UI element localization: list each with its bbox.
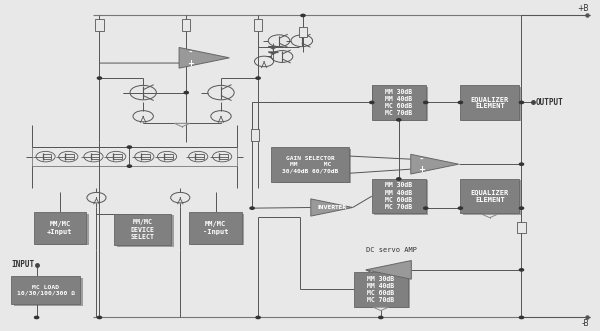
Circle shape bbox=[250, 207, 254, 209]
Text: -B: -B bbox=[581, 319, 589, 328]
Circle shape bbox=[256, 316, 260, 319]
Text: MM/MC
+Input: MM/MC +Input bbox=[47, 221, 73, 235]
Bar bbox=[11, 276, 80, 304]
Text: MM 30dB
MM 40dB
MC 60dB
MC 70dB: MM 30dB MM 40dB MC 60dB MC 70dB bbox=[385, 89, 412, 117]
Text: MM 30dB
MM 40dB
MC 60dB
MC 70dB: MM 30dB MM 40dB MC 60dB MC 70dB bbox=[385, 182, 412, 210]
Bar bbox=[460, 179, 519, 213]
Text: +B: +B bbox=[578, 4, 589, 13]
Circle shape bbox=[520, 163, 524, 165]
Bar bbox=[517, 222, 526, 233]
Bar bbox=[274, 149, 352, 183]
Circle shape bbox=[97, 77, 101, 79]
Text: DC servo AMP: DC servo AMP bbox=[366, 248, 417, 254]
Polygon shape bbox=[373, 307, 389, 310]
Bar bbox=[189, 213, 242, 244]
Circle shape bbox=[458, 101, 463, 104]
Text: -: - bbox=[188, 48, 192, 57]
Bar bbox=[191, 214, 244, 245]
Text: MM/MC
DEVICE
SELECT: MM/MC DEVICE SELECT bbox=[131, 219, 155, 240]
Bar bbox=[95, 19, 104, 30]
Polygon shape bbox=[268, 46, 278, 49]
Bar bbox=[251, 129, 259, 141]
Circle shape bbox=[520, 207, 524, 209]
Bar bbox=[463, 180, 521, 215]
Bar bbox=[32, 147, 237, 166]
Circle shape bbox=[424, 207, 428, 209]
Text: MM 30dB
MM 40dB
MC 60dB
MC 70dB: MM 30dB MM 40dB MC 60dB MC 70dB bbox=[367, 275, 394, 303]
Bar bbox=[254, 19, 262, 30]
Text: +: + bbox=[187, 59, 194, 68]
Circle shape bbox=[35, 316, 39, 319]
Bar bbox=[374, 180, 428, 215]
Circle shape bbox=[397, 178, 401, 180]
Bar bbox=[372, 179, 426, 213]
Circle shape bbox=[127, 165, 131, 167]
Text: EQUALIZER
ELEMENT: EQUALIZER ELEMENT bbox=[470, 96, 509, 109]
Circle shape bbox=[97, 316, 101, 319]
Circle shape bbox=[520, 101, 524, 104]
Bar bbox=[354, 272, 408, 307]
Circle shape bbox=[127, 146, 131, 148]
Bar bbox=[117, 215, 173, 247]
Circle shape bbox=[424, 101, 428, 104]
Polygon shape bbox=[268, 52, 278, 55]
Polygon shape bbox=[482, 214, 497, 218]
Bar bbox=[115, 214, 171, 245]
Circle shape bbox=[379, 316, 383, 319]
Text: INPUT: INPUT bbox=[11, 260, 35, 269]
Polygon shape bbox=[411, 154, 458, 174]
Polygon shape bbox=[311, 199, 353, 216]
Bar bbox=[34, 213, 86, 244]
Bar bbox=[356, 273, 410, 308]
Circle shape bbox=[458, 207, 463, 209]
Polygon shape bbox=[366, 260, 412, 279]
Text: MM/MC
-Input: MM/MC -Input bbox=[203, 221, 229, 235]
Bar bbox=[460, 85, 519, 120]
Text: MC LOAD
10/30/100/300 Ω: MC LOAD 10/30/100/300 Ω bbox=[17, 285, 75, 296]
Text: +: + bbox=[418, 165, 425, 174]
Circle shape bbox=[520, 316, 524, 319]
Bar bbox=[271, 147, 349, 182]
Circle shape bbox=[301, 14, 305, 17]
Polygon shape bbox=[179, 47, 229, 68]
Circle shape bbox=[256, 77, 260, 79]
Bar bbox=[372, 85, 426, 120]
Text: INVERTER: INVERTER bbox=[317, 205, 346, 210]
Circle shape bbox=[397, 119, 401, 121]
Bar bbox=[463, 87, 521, 121]
Bar bbox=[14, 278, 83, 306]
Text: EQUALIZER
ELEMENT: EQUALIZER ELEMENT bbox=[470, 190, 509, 203]
Circle shape bbox=[184, 91, 188, 94]
Bar bbox=[36, 214, 89, 245]
Text: -: - bbox=[420, 155, 424, 164]
Bar bbox=[299, 27, 307, 37]
Polygon shape bbox=[174, 123, 190, 127]
Bar bbox=[374, 87, 428, 121]
Text: OUTPUT: OUTPUT bbox=[535, 98, 563, 107]
Circle shape bbox=[370, 101, 374, 104]
Text: GAIN SELECTOR
MM       MC
30/40dB 60/70dB: GAIN SELECTOR MM MC 30/40dB 60/70dB bbox=[282, 156, 338, 173]
Bar bbox=[182, 19, 190, 30]
Circle shape bbox=[520, 269, 524, 271]
